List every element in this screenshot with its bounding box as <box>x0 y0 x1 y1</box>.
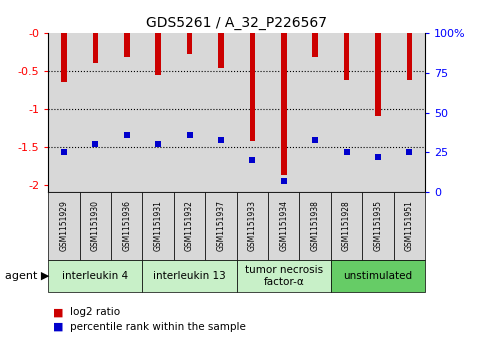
Text: GSM1151936: GSM1151936 <box>122 200 131 252</box>
Bar <box>344 33 349 80</box>
Bar <box>61 33 67 82</box>
Text: agent ▶: agent ▶ <box>5 271 49 281</box>
Text: GSM1151933: GSM1151933 <box>248 200 257 252</box>
Bar <box>237 33 268 192</box>
Text: GSM1151934: GSM1151934 <box>279 200 288 252</box>
Point <box>343 150 351 155</box>
Text: ■: ■ <box>53 322 64 332</box>
Text: GSM1151929: GSM1151929 <box>59 200 69 252</box>
Point <box>217 137 225 143</box>
Text: GSM1151935: GSM1151935 <box>373 200 383 252</box>
Point <box>374 154 382 160</box>
Bar <box>250 33 255 141</box>
Text: GSM1151951: GSM1151951 <box>405 200 414 252</box>
Bar <box>80 33 111 192</box>
Text: GSM1151938: GSM1151938 <box>311 200 320 252</box>
Bar <box>331 33 362 192</box>
Bar <box>407 33 412 80</box>
Text: GSM1151930: GSM1151930 <box>91 200 100 252</box>
Text: interleukin 13: interleukin 13 <box>153 271 226 281</box>
Bar <box>313 33 318 57</box>
Text: log2 ratio: log2 ratio <box>70 307 120 317</box>
Point <box>123 132 130 138</box>
Text: ■: ■ <box>53 307 64 317</box>
Bar <box>218 33 224 68</box>
Text: percentile rank within the sample: percentile rank within the sample <box>70 322 246 332</box>
Text: GSM1151928: GSM1151928 <box>342 201 351 251</box>
Bar <box>111 33 142 192</box>
Point <box>249 158 256 163</box>
Bar <box>124 33 129 57</box>
Bar <box>299 33 331 192</box>
Title: GDS5261 / A_32_P226567: GDS5261 / A_32_P226567 <box>146 16 327 30</box>
Point <box>155 142 162 147</box>
Point <box>406 150 413 155</box>
Text: GSM1151937: GSM1151937 <box>216 200 226 252</box>
Bar <box>268 33 299 192</box>
Point <box>312 137 319 143</box>
Bar <box>394 33 425 192</box>
Bar <box>362 33 394 192</box>
Bar <box>375 33 381 116</box>
Text: tumor necrosis
factor-α: tumor necrosis factor-α <box>245 265 323 287</box>
Point <box>186 132 194 138</box>
Bar <box>205 33 237 192</box>
Bar <box>187 33 192 54</box>
Bar <box>142 33 174 192</box>
Text: interleukin 4: interleukin 4 <box>62 271 128 281</box>
Text: unstimulated: unstimulated <box>343 271 412 281</box>
Bar <box>281 33 286 175</box>
Bar <box>48 33 80 192</box>
Point <box>92 142 99 147</box>
Point <box>280 178 288 184</box>
Point <box>60 150 68 155</box>
Bar <box>93 33 98 63</box>
Bar <box>156 33 161 75</box>
Text: GSM1151932: GSM1151932 <box>185 200 194 252</box>
Bar <box>174 33 205 192</box>
Text: GSM1151931: GSM1151931 <box>154 200 163 252</box>
